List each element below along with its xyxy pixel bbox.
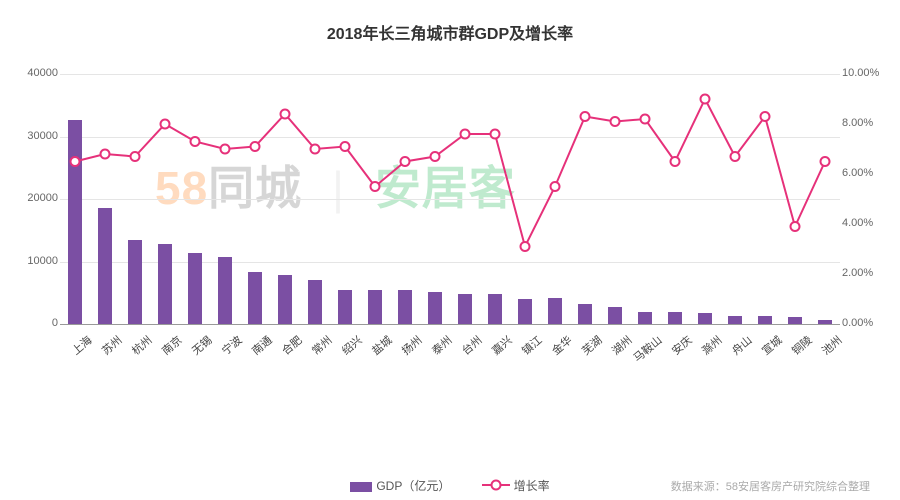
bar	[608, 307, 622, 324]
y-left-tick-label: 30000	[18, 130, 58, 142]
y-right-tick-label: 2.00%	[842, 267, 892, 279]
bar	[788, 317, 802, 325]
data-source: 数据来源：58安居客房产研究院综合整理	[671, 478, 870, 494]
bar	[278, 275, 292, 324]
x-axis-baseline	[60, 324, 840, 325]
y-left-tick-label: 20000	[18, 192, 58, 204]
plot-area: 58同城 | 安居客 010000200003000040000 0.00%2.…	[60, 74, 840, 324]
y-right-tick-label: 4.00%	[842, 217, 892, 229]
bar	[98, 208, 112, 324]
bar	[428, 292, 442, 324]
bar	[398, 290, 412, 324]
bar	[638, 312, 652, 324]
bar	[308, 280, 322, 324]
y-left-tick-label: 0	[18, 317, 58, 329]
bar	[758, 316, 772, 324]
bar	[728, 316, 742, 324]
y-left-tick-label: 10000	[18, 255, 58, 267]
bar	[668, 312, 682, 324]
y-right-tick-label: 10.00%	[842, 67, 892, 79]
bar	[368, 290, 382, 324]
bar	[698, 313, 712, 324]
bar	[518, 299, 532, 324]
legend-line-swatch	[482, 479, 510, 494]
bar	[458, 294, 472, 324]
legend-bar: GDP（亿元）	[350, 477, 450, 494]
bar	[578, 304, 592, 324]
chart-title: 2018年长三角城市群GDP及增长率	[30, 20, 870, 44]
bar	[68, 120, 82, 324]
bar	[188, 253, 202, 324]
bar	[548, 298, 562, 324]
bar	[338, 290, 352, 324]
legend-line: 增长率	[482, 477, 550, 494]
bar	[248, 272, 262, 325]
bar	[488, 294, 502, 324]
bar	[128, 240, 142, 324]
y-right-tick-label: 0.00%	[842, 317, 892, 329]
y-left-tick-label: 40000	[18, 67, 58, 79]
bar	[158, 244, 172, 324]
bar	[218, 257, 232, 324]
y-right-tick-label: 6.00%	[842, 167, 892, 179]
y-right-tick-label: 8.00%	[842, 117, 892, 129]
legend-bar-swatch	[350, 482, 372, 492]
